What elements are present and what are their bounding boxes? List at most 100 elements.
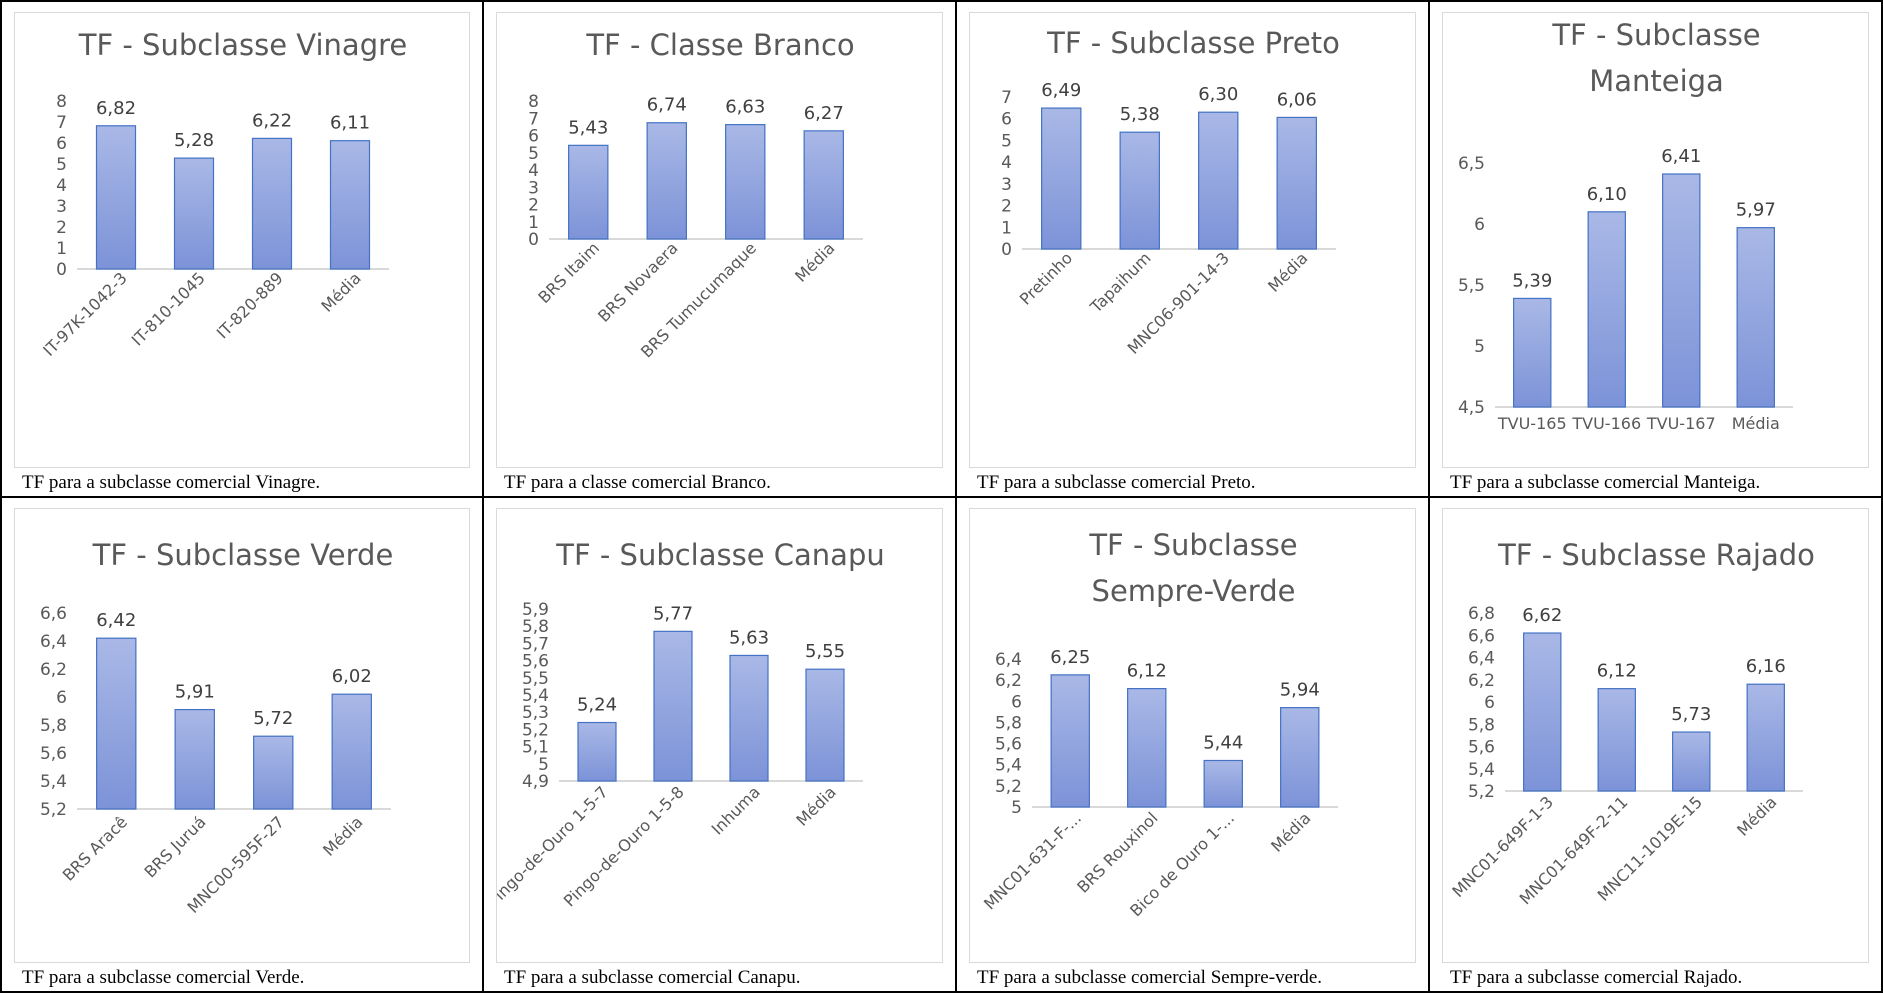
figure-caption: TF para a subclasse comercial Preto. <box>977 472 1256 493</box>
y-tick-label: 5,9 <box>522 600 549 620</box>
bar <box>173 157 215 270</box>
y-tick-label: 4 <box>528 161 539 181</box>
x-tick-label: Média <box>1733 792 1780 839</box>
bar <box>1672 731 1711 792</box>
bar <box>1280 707 1320 808</box>
chart-title: TF - Subclasse Vinagre <box>78 28 408 62</box>
bar <box>1513 297 1552 408</box>
y-tick-label: 4,5 <box>1458 398 1485 418</box>
x-tick-label: Média <box>1264 248 1311 295</box>
x-tick-label: Tapaihum <box>1086 248 1155 317</box>
y-tick-label: 5,4 <box>1468 760 1495 780</box>
y-tick-label: 5,2 <box>1468 782 1495 802</box>
x-tick-label: TVU-166 <box>1571 414 1641 433</box>
bar <box>568 144 609 240</box>
x-tick-label: TVU-167 <box>1646 414 1716 433</box>
data-label: 6,82 <box>96 98 136 119</box>
bar-chart: TF - Subclasse Verde 5,2 5,4 5,6 5,8 6 6,2 6,4 6… <box>40 538 393 917</box>
data-label: 5,43 <box>568 117 608 138</box>
data-label: 6,25 <box>1050 647 1090 668</box>
chart-title: TF - Classe Branco <box>585 28 854 62</box>
figure-cell-3: TF - Subclasse Preto 0 1 2 3 4 5 6 7 6,49 Pretinho… <box>957 0 1430 498</box>
data-label: 6,41 <box>1661 146 1701 167</box>
x-tick-label: Pretinho <box>1016 248 1076 308</box>
figure-cell-5: TF - Subclasse Verde 5,2 5,4 5,6 5,8 6 6,2 6,4 6… <box>0 498 484 993</box>
data-label: 6,12 <box>1127 661 1167 682</box>
y-tick-label: 5 <box>538 755 549 775</box>
chart-frame: TF - Subclasse Preto 0 1 2 3 4 5 6 7 6,49 Pretinho… <box>969 12 1416 468</box>
bar-chart: TF - Subclasse Rajado 5,25,45,6 5,866,26,4… <box>1448 538 1815 908</box>
figure-cell-6: TF - Subclasse Canapu 4,9 5 5,1 5,2 5,3 5,4 5,5… <box>484 498 957 993</box>
chart-title: TF - Subclasse <box>1551 18 1760 52</box>
bar <box>96 637 137 810</box>
chart-title: Manteiga <box>1589 64 1724 98</box>
x-tick-label: IT-810-1045 <box>128 268 209 349</box>
chart-title: Sempre-Verde <box>1092 574 1296 608</box>
x-tick-label: MNC01-631-F-... <box>980 808 1085 913</box>
y-tick-label: 7 <box>1001 88 1012 108</box>
y-tick-label: 5 <box>1474 337 1485 357</box>
y-tick-label: 6 <box>1001 110 1012 130</box>
data-label: 6,02 <box>332 666 372 687</box>
x-tick-label: IT-820-889 <box>213 268 287 342</box>
data-label: 6,10 <box>1587 184 1627 205</box>
y-tick-label: 5,1 <box>522 738 549 758</box>
y-tick-label: 3 <box>528 178 539 198</box>
y-tick-label: 5,5 <box>522 669 549 689</box>
data-label: 5,97 <box>1736 200 1776 221</box>
x-tick-label: Média <box>317 268 364 315</box>
y-tick-label: 6,2 <box>1468 671 1495 691</box>
figure-cell-8: TF - Subclasse Rajado 5,2 5,4 5,6 5,8 6 6,2 6,4… <box>1430 498 1883 993</box>
bar <box>1662 173 1701 408</box>
bar <box>653 630 693 782</box>
x-tick-label: Média <box>1267 808 1314 855</box>
data-label: 6,16 <box>1746 656 1786 677</box>
y-tick-label: 5,2 <box>995 777 1022 797</box>
y-tick-label: 6,8 <box>1468 604 1495 624</box>
x-tick-label: TVU-165 <box>1497 414 1567 433</box>
data-label: 5,55 <box>805 641 845 662</box>
figure-caption: TF para a subclasse comercial Sempre-ver… <box>977 967 1323 988</box>
y-tick-label: 4 <box>56 176 67 196</box>
bar <box>174 709 215 810</box>
x-tick-label: BRS Itaim <box>534 238 603 307</box>
x-tick-label: IT-97K-1042-3 <box>39 268 131 360</box>
y-tick-label: 5 <box>1011 798 1022 818</box>
data-label: 6,49 <box>1041 80 1081 101</box>
y-tick-label: 6,6 <box>1468 626 1495 646</box>
chart-title: TF - Subclasse Preto <box>1046 26 1340 60</box>
y-tick-label: 5,2 <box>522 720 549 740</box>
y-tick-label: 7 <box>56 113 67 133</box>
y-tick-label: 5,3 <box>522 703 549 723</box>
x-tick-label: BRS Novaera <box>594 238 681 325</box>
figure-caption: TF para a subclasse comercial Vinagre. <box>22 472 321 493</box>
y-tick-label: 6,5 <box>1458 154 1485 174</box>
figure-cell-7: TF - Subclasse Sempre-Verde 5 5,2 5,4 5,6 5,8 6… <box>957 498 1430 993</box>
y-tick-label: 2 <box>56 218 67 238</box>
y-tick-label: 6 <box>56 688 67 708</box>
data-label: 6,27 <box>804 103 844 124</box>
y-tick-label: 5,8 <box>1468 715 1495 735</box>
data-label: 6,06 <box>1277 89 1317 110</box>
y-tick-label: 5,4 <box>995 756 1022 776</box>
chart-frame: TF - Subclasse Manteiga 4,5 5 5,5 6 6,5 5,39 TVU… <box>1442 12 1869 468</box>
bar-chart: TF - Subclasse Canapu4,955,15,25,35,45,5… <box>497 538 885 910</box>
y-tick-label: 6 <box>528 127 539 147</box>
data-label: 5,44 <box>1203 732 1243 753</box>
bar <box>1203 759 1243 808</box>
x-tick-label: Inhuma <box>708 782 764 838</box>
bar <box>1746 683 1785 792</box>
y-tick-label: 5,8 <box>995 713 1022 733</box>
bar <box>1523 632 1562 792</box>
data-label: 5,63 <box>729 627 769 648</box>
bar <box>1587 211 1626 408</box>
data-label: 5,38 <box>1120 104 1160 125</box>
y-tick-label: 5,8 <box>40 716 67 736</box>
chart-frame: TF - Subclasse Verde 5,2 5,4 5,6 5,8 6 6,2 6,4 6… <box>14 508 470 963</box>
bar <box>331 693 372 810</box>
x-tick-label: Média <box>1732 414 1780 433</box>
y-tick-label: 1 <box>56 239 67 259</box>
